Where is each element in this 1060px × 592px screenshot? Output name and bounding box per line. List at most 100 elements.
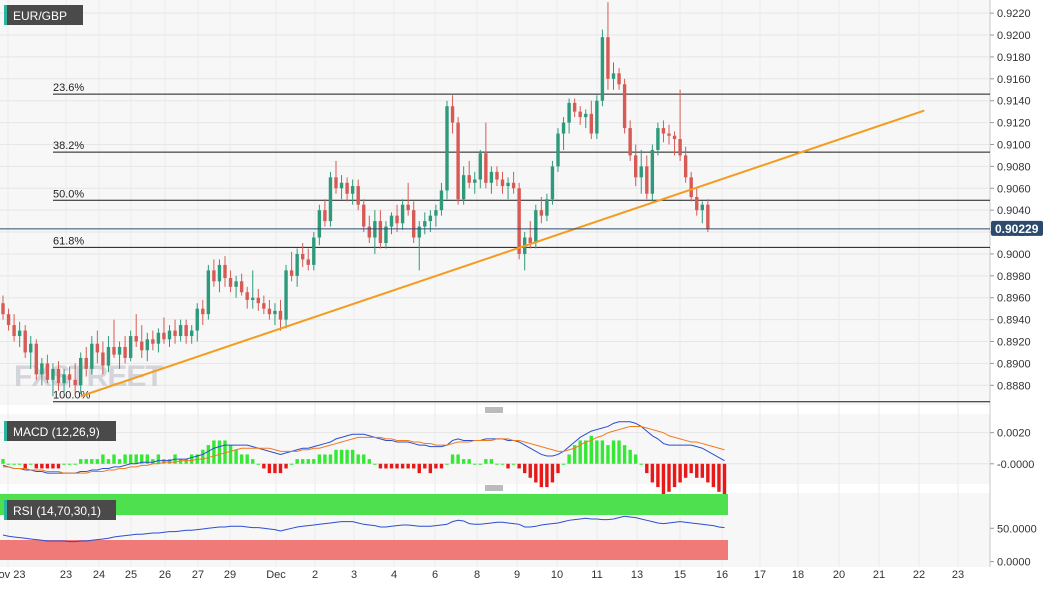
candle-body [406, 204, 410, 211]
macd-hist-bar [301, 459, 305, 464]
rsi-label: RSI (14,70,30,1) [13, 504, 101, 518]
candle-body [295, 253, 299, 276]
candle-body [134, 336, 138, 342]
candle-body [622, 84, 627, 129]
macd-hist-bar [578, 440, 582, 464]
macd-hist-bar [400, 463, 405, 469]
macd-hist-bar [106, 459, 111, 464]
x-tick-label: 16 [716, 569, 728, 581]
macd-tick-label: -0.0000 [997, 459, 1034, 471]
macd-hist-bar [584, 440, 588, 464]
y-tick-label: 0.9060 [997, 183, 1031, 195]
macd-hist-bar [406, 463, 410, 469]
x-tick-label: 11 [591, 569, 602, 581]
y-tick-label: 0.8920 [997, 337, 1031, 349]
macd-hist-bar [700, 463, 704, 478]
candle-body [678, 139, 682, 156]
macd-hist-bar [645, 463, 649, 474]
x-tick-label: 6 [432, 569, 438, 581]
x-tick-label: 21 [873, 569, 885, 581]
x-tick-label: Nov 23 [0, 569, 25, 581]
macd-hist-bar [151, 459, 155, 464]
candle-body [578, 111, 582, 118]
candle-body [79, 357, 83, 386]
y-tick-label: 0.8900 [997, 358, 1031, 370]
candle-body [173, 330, 177, 337]
candle-body [689, 177, 693, 198]
macd-hist-bar [273, 463, 277, 474]
macd-hist-bar [145, 454, 149, 464]
macd-axis: 0.0020 -0.0000 [990, 428, 1034, 471]
candle-body [112, 346, 116, 355]
candle-body [123, 346, 127, 358]
rsi-resize-handle[interactable] [485, 485, 503, 491]
macd-resize-handle[interactable] [485, 407, 503, 413]
macd-hist-bar [439, 463, 444, 469]
candle-body [6, 314, 11, 326]
candle-body [412, 210, 416, 238]
trendline[interactable] [80, 109, 925, 398]
macd-hist-bar [595, 440, 599, 464]
symbol-title: EUR/GBP [13, 9, 67, 23]
candle-body [539, 210, 544, 216]
y-tick-label: 0.9120 [997, 118, 1031, 130]
rsi-tick-label: 0.0000 [997, 557, 1031, 569]
candle-body [284, 270, 288, 320]
candle-body [473, 179, 477, 183]
macd-hist-bar [489, 459, 494, 464]
macd-hist-bar [34, 463, 38, 469]
x-tick-label: 27 [192, 569, 204, 581]
symbol-badge[interactable]: EUR/GBP [4, 5, 83, 25]
candle-body [262, 303, 266, 309]
symbol-badge-bg [4, 5, 83, 25]
y-tick-label: 0.9080 [997, 161, 1031, 173]
macd-hist-bar [345, 449, 349, 464]
macd-hist-bar [650, 463, 655, 483]
macd-hist-bar [217, 440, 222, 464]
macd-hist-bar [356, 454, 360, 464]
candle-body [617, 73, 621, 85]
macd-hist-bar [334, 449, 338, 464]
candle-body [212, 270, 216, 282]
rsi-label-badge[interactable]: RSI (14,70,30,1) [4, 500, 116, 520]
rsi-label-bg [4, 500, 116, 520]
y-tick-label: 0.8960 [997, 293, 1031, 305]
macd-hist-bar [434, 463, 438, 469]
x-tick-label: 13 [631, 569, 643, 581]
macd-hist-bar [128, 454, 133, 464]
candle-body [645, 166, 649, 194]
candle-body [650, 149, 655, 194]
candle-body [223, 264, 227, 279]
candle-body [273, 310, 277, 315]
macd-hist-bar [245, 454, 249, 464]
candles [1, 2, 710, 397]
rsi-label-accent [4, 500, 7, 520]
macd-label-badge[interactable]: MACD (12,26,9) [4, 421, 116, 441]
candle-body [140, 341, 144, 351]
candle-body [572, 102, 577, 112]
candle-body [378, 221, 383, 243]
candle-body [384, 226, 388, 243]
macd-hist-bar [362, 454, 366, 464]
macd-hist-bar [722, 463, 727, 497]
candle-body [267, 308, 272, 315]
candle-body [500, 179, 505, 187]
candle-body [672, 135, 677, 140]
candle-body [184, 325, 188, 337]
macd-label-accent [4, 421, 7, 441]
macd-hist-bar [395, 463, 399, 469]
macd-hist-bar [567, 454, 571, 464]
macd-hist-bar [689, 463, 693, 474]
x-tick-label: 18 [792, 569, 804, 581]
candle-body [206, 270, 211, 315]
current-price-label: 0.90229 [995, 222, 1039, 236]
candle-body [345, 182, 349, 194]
x-tick-label: 23 [952, 569, 964, 581]
macd-hist-bar [56, 463, 61, 469]
macd-hist-bar [628, 449, 632, 464]
macd-hist-bar [661, 463, 666, 497]
candle-body [239, 281, 244, 293]
fib-label: 61.8% [53, 235, 84, 247]
candle-body [489, 171, 494, 183]
candle-body [506, 182, 510, 187]
